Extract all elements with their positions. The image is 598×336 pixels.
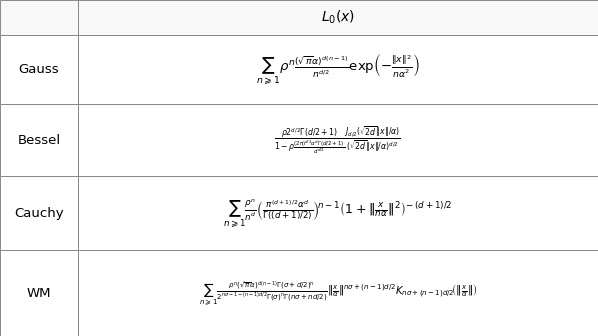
Text: Gauss: Gauss <box>19 63 59 76</box>
Bar <box>0 35 78 104</box>
Text: $\frac{\rho 2^{d/2}\Gamma(d/2+1)}{1-\rho\frac{(2\pi)^{d/2}\alpha^d\Gamma(d/2+1)}: $\frac{\rho 2^{d/2}\Gamma(d/2+1)}{1-\rho… <box>274 125 401 156</box>
Bar <box>78 176 598 250</box>
Bar <box>78 0 598 35</box>
Text: $L_0(x)$: $L_0(x)$ <box>321 9 355 26</box>
Bar <box>0 176 78 250</box>
Text: WM: WM <box>27 287 51 300</box>
Bar <box>78 104 598 176</box>
Text: Cauchy: Cauchy <box>14 207 63 220</box>
Text: $\sum_{n\geqslant 1} \rho^n \frac{(\sqrt{\pi}\alpha)^{d(n-1)}}{n^{d/2}} \exp\!\l: $\sum_{n\geqslant 1} \rho^n \frac{(\sqrt… <box>256 52 420 87</box>
Text: $\sum_{n\geqslant 1} \frac{\rho^n(\sqrt{\pi}\alpha)^{d(n-1)}\Gamma(\sigma+d/2)^n: $\sum_{n\geqslant 1} \frac{\rho^n(\sqrt{… <box>199 279 477 307</box>
Bar <box>78 35 598 104</box>
Bar <box>0 250 78 336</box>
Bar <box>0 104 78 176</box>
Bar <box>0 0 78 35</box>
Bar <box>78 250 598 336</box>
Text: $\sum_{n\geqslant 1} \frac{\rho^n}{n^d} \left(\frac{\pi^{(d+1)/2}\alpha^d}{\Gamm: $\sum_{n\geqslant 1} \frac{\rho^n}{n^d} … <box>223 197 453 229</box>
Text: Bessel: Bessel <box>17 134 60 147</box>
